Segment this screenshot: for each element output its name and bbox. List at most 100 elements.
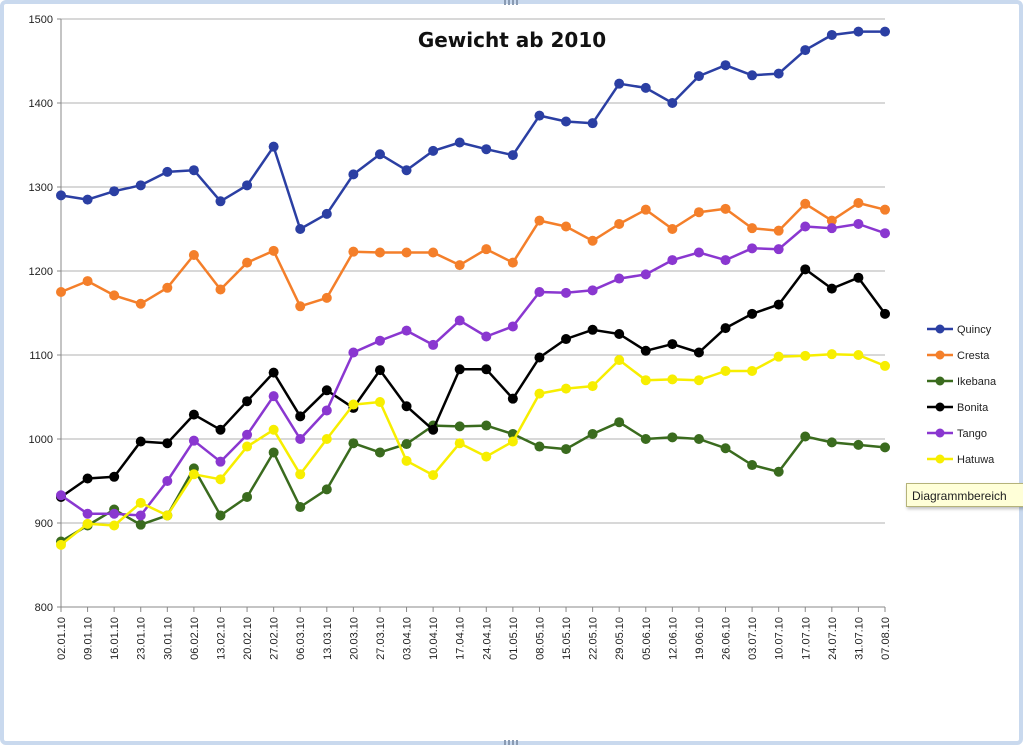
x-tick-label: 10.07.10 bbox=[774, 617, 786, 660]
x-tick-label: 23.01.10 bbox=[136, 617, 148, 660]
chart-area-tooltip: Diagrammbereich bbox=[906, 483, 1023, 507]
x-tick-label: 03.07.10 bbox=[747, 617, 759, 660]
legend-label: Quincy bbox=[957, 324, 992, 336]
data-point bbox=[215, 474, 226, 485]
data-point bbox=[268, 424, 279, 435]
data-point bbox=[374, 397, 385, 408]
legend-marker bbox=[935, 402, 945, 412]
data-point bbox=[295, 469, 306, 480]
data-point bbox=[374, 247, 385, 258]
data-point bbox=[321, 484, 332, 495]
data-point bbox=[853, 272, 864, 283]
legend-marker bbox=[935, 324, 945, 334]
data-point bbox=[720, 60, 731, 71]
data-point bbox=[162, 510, 173, 521]
data-point bbox=[295, 411, 306, 422]
data-point bbox=[454, 315, 465, 326]
x-tick-label: 24.07.10 bbox=[827, 617, 839, 660]
x-tick-label: 17.07.10 bbox=[800, 617, 812, 660]
data-point bbox=[773, 299, 784, 310]
legend-item-tango[interactable]: Tango bbox=[927, 428, 987, 440]
x-tick-label: 13.02.10 bbox=[215, 617, 227, 660]
legend-item-quincy[interactable]: Quincy bbox=[927, 324, 992, 336]
data-point bbox=[268, 367, 279, 378]
data-point bbox=[534, 110, 545, 121]
x-tick-label: 16.01.10 bbox=[109, 617, 121, 660]
data-point bbox=[693, 71, 704, 82]
data-point bbox=[747, 223, 758, 234]
data-point bbox=[215, 510, 226, 521]
data-point bbox=[481, 420, 492, 431]
data-point bbox=[561, 334, 572, 345]
data-point bbox=[534, 287, 545, 297]
data-point bbox=[481, 451, 492, 462]
data-point bbox=[82, 473, 93, 484]
data-point bbox=[773, 466, 784, 477]
legend-item-hatuwa[interactable]: Hatuwa bbox=[927, 454, 995, 466]
data-point bbox=[295, 434, 306, 444]
data-point bbox=[135, 298, 146, 309]
data-point bbox=[561, 444, 572, 455]
x-tick-label: 15.05.10 bbox=[561, 617, 573, 660]
chart-title: Gewicht ab 2010 bbox=[418, 28, 606, 52]
x-tick-label: 26.06.10 bbox=[721, 617, 733, 660]
data-point bbox=[720, 443, 731, 454]
data-point bbox=[135, 497, 146, 508]
data-point bbox=[401, 247, 412, 258]
legend-item-ikebana[interactable]: Ikebana bbox=[927, 376, 997, 388]
x-tick-label: 20.02.10 bbox=[242, 617, 254, 660]
data-point bbox=[242, 491, 253, 502]
data-point bbox=[162, 438, 173, 449]
data-point bbox=[880, 26, 890, 37]
data-point bbox=[534, 441, 545, 452]
legend-marker bbox=[935, 454, 945, 464]
data-point bbox=[693, 207, 704, 218]
x-tick-label: 17.04.10 bbox=[455, 617, 467, 660]
data-point bbox=[614, 329, 625, 339]
data-point bbox=[428, 247, 439, 258]
data-point bbox=[454, 137, 465, 148]
data-point bbox=[135, 180, 146, 191]
resize-handle-bottom[interactable] bbox=[504, 740, 518, 745]
data-point bbox=[162, 476, 173, 486]
data-point bbox=[693, 375, 704, 386]
data-point bbox=[242, 180, 253, 191]
data-point bbox=[481, 364, 492, 375]
data-point bbox=[800, 45, 811, 56]
data-point bbox=[667, 374, 678, 385]
x-tick-label: 10.04.10 bbox=[428, 617, 440, 660]
y-tick-label: 800 bbox=[35, 602, 53, 614]
data-point bbox=[773, 351, 784, 362]
data-point bbox=[401, 325, 412, 336]
data-point bbox=[720, 323, 731, 334]
data-point bbox=[587, 235, 598, 246]
data-point bbox=[534, 215, 545, 226]
series-line bbox=[60, 420, 886, 543]
data-point bbox=[82, 194, 93, 205]
legend[interactable]: Quincy Cresta Ikebana Bonita Tango Hatuwa bbox=[927, 324, 997, 466]
data-point bbox=[614, 78, 625, 89]
data-point bbox=[800, 221, 811, 232]
data-point bbox=[428, 145, 439, 156]
data-point bbox=[268, 391, 279, 402]
data-point bbox=[374, 335, 385, 346]
data-point bbox=[826, 349, 837, 360]
resize-handle-top[interactable] bbox=[504, 0, 518, 5]
data-point bbox=[720, 255, 731, 266]
data-point bbox=[747, 308, 758, 319]
data-point bbox=[614, 218, 625, 229]
series-bonita bbox=[56, 264, 890, 502]
data-point bbox=[401, 455, 412, 466]
data-point bbox=[268, 141, 279, 152]
legend-item-cresta[interactable]: Cresta bbox=[927, 350, 990, 362]
y-tick-label: 1100 bbox=[29, 350, 53, 362]
data-point bbox=[215, 196, 226, 207]
data-point bbox=[587, 285, 598, 296]
series-tango bbox=[56, 218, 890, 521]
legend-item-bonita[interactable]: Bonita bbox=[927, 402, 989, 414]
data-point bbox=[693, 347, 704, 358]
x-tick-label: 06.03.10 bbox=[295, 617, 307, 660]
data-point bbox=[507, 257, 518, 268]
data-point bbox=[826, 215, 837, 226]
